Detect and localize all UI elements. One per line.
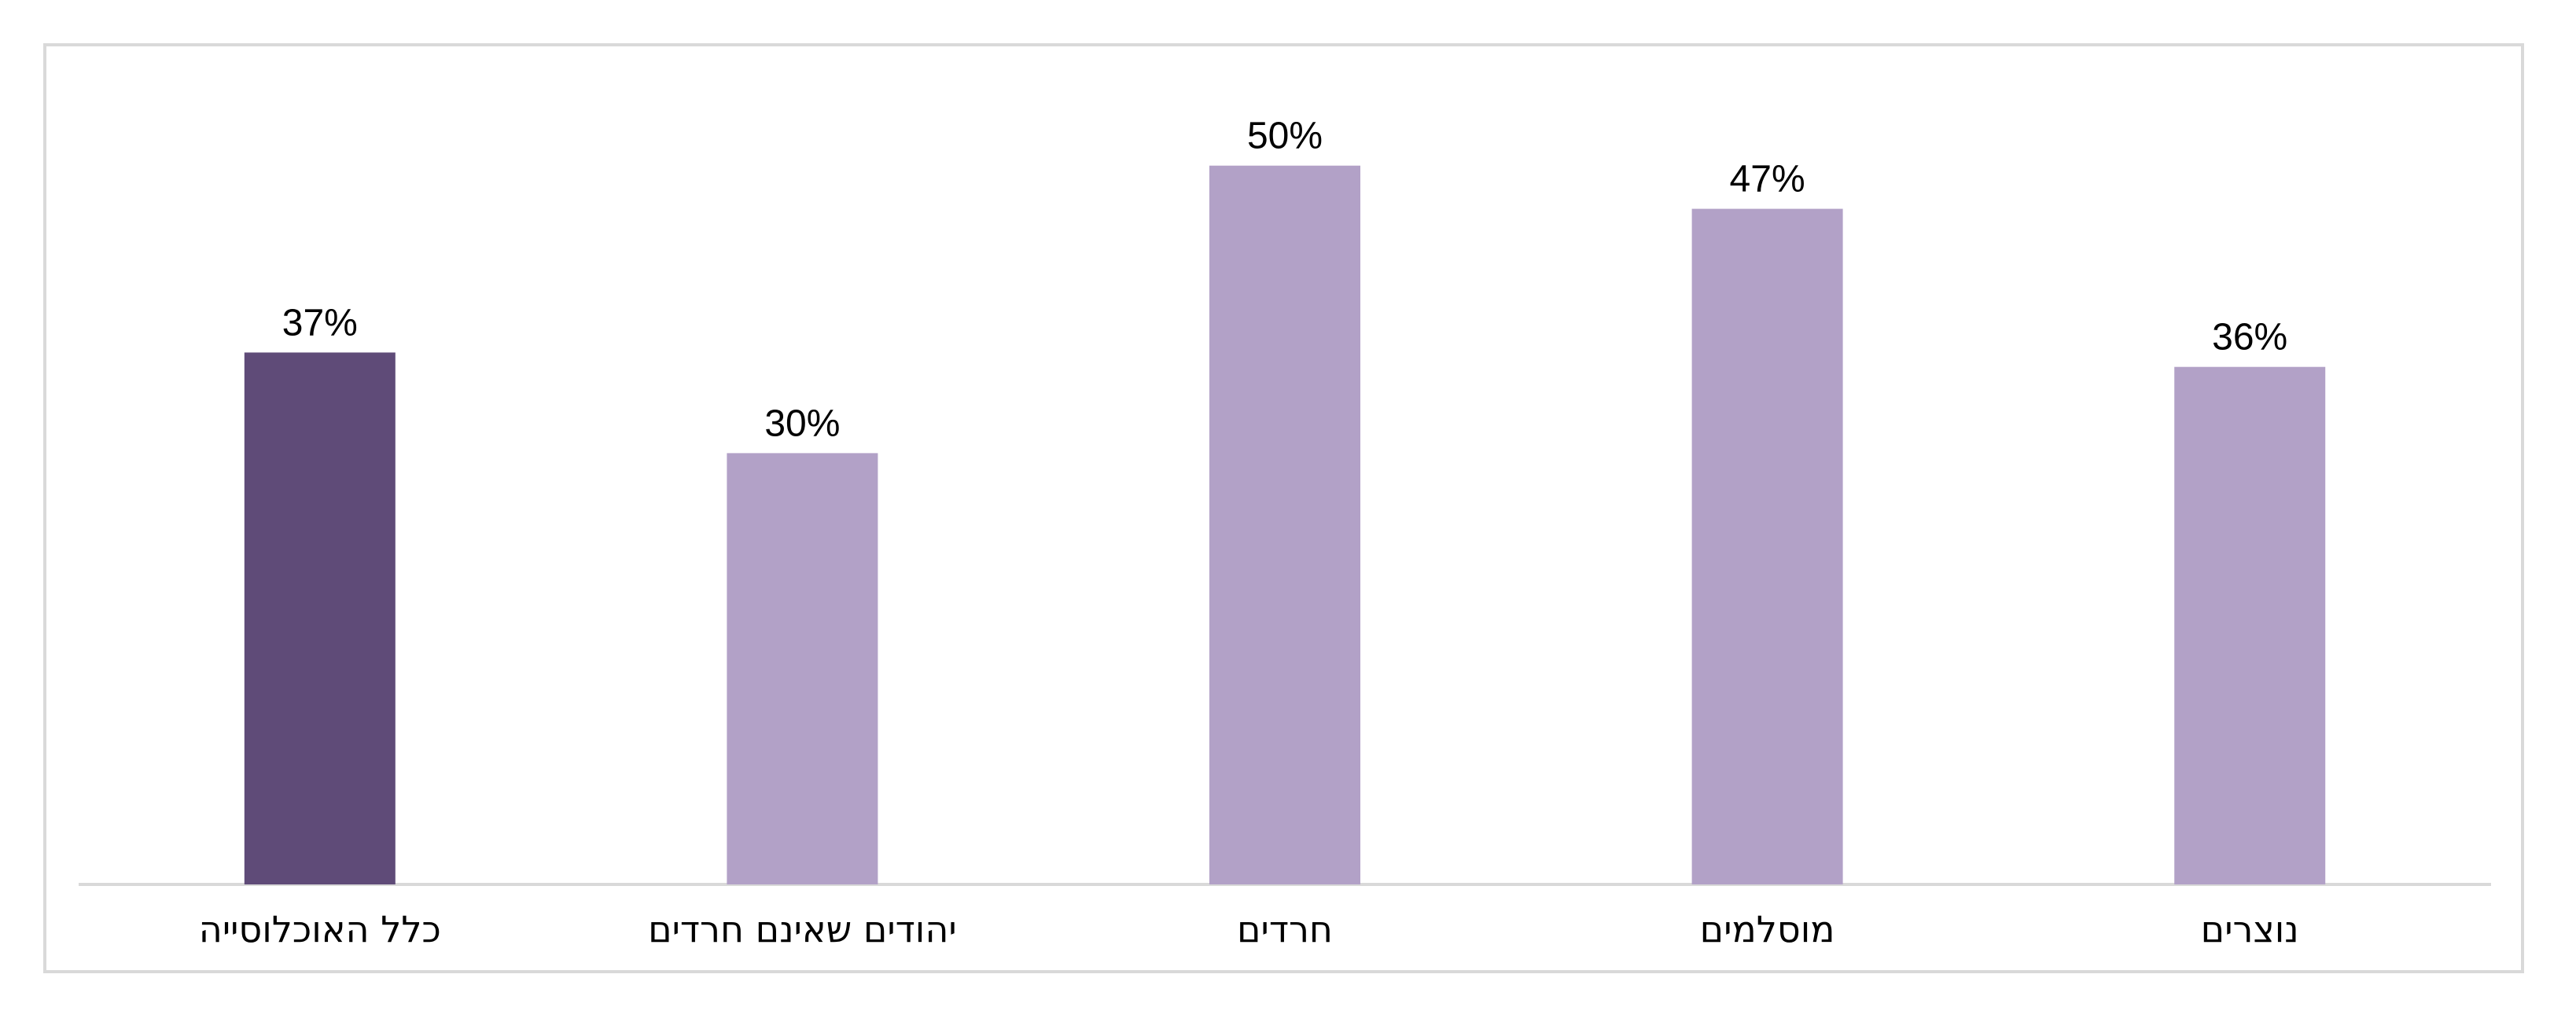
bar bbox=[2174, 366, 2326, 884]
data-label: 37% bbox=[282, 302, 358, 344]
bars-group bbox=[244, 165, 2326, 885]
data-label: 36% bbox=[2212, 317, 2287, 358]
data-label: 30% bbox=[764, 403, 840, 444]
category-label: מוסלמים bbox=[1700, 908, 1835, 950]
data-label: 50% bbox=[1247, 116, 1323, 157]
category-label: יהודים שאינם חרדים bbox=[648, 908, 957, 950]
bar bbox=[244, 352, 396, 884]
category-label: נוצרים bbox=[2201, 908, 2299, 950]
data-labels-group: 37% 30% 50% 47% 36% bbox=[282, 116, 2287, 445]
bar bbox=[727, 453, 878, 884]
category-labels-group: כלל האוכלוסייה יהודים שאינם חרדים חרדים מוס… bbox=[199, 908, 2299, 950]
category-label: כלל האוכלוסייה bbox=[199, 908, 441, 950]
category-label: חרדים bbox=[1237, 908, 1333, 950]
data-label: 47% bbox=[1730, 159, 1805, 200]
bar bbox=[1691, 208, 1843, 885]
bar bbox=[1209, 165, 1360, 884]
